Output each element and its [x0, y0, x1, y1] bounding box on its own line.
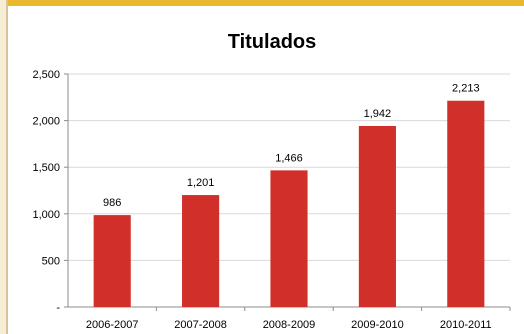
- top-accent-bar: [0, 0, 524, 6]
- x-tick-label: 2006-2007: [86, 319, 139, 331]
- y-tick-label: 1,000: [32, 209, 60, 221]
- y-tick-label: 2,000: [32, 116, 60, 128]
- y-tick-label: 2,500: [32, 69, 60, 81]
- chart-title: Titulados: [228, 31, 317, 53]
- bar-2007-2008: [182, 195, 220, 307]
- bar-2009-2010: [358, 126, 396, 307]
- x-axis-ticks: 2006-2007 2007-2008 2008-2009 2009-2010 2010…: [86, 319, 492, 331]
- data-label: 986: [103, 197, 121, 209]
- bar-2010-2011: [447, 100, 485, 307]
- y-axis-ticks: - 500 1,000 1,500 2,000 2,500: [32, 69, 60, 314]
- labels-layer: 986 1,201 1,466 1,942 2,213: [103, 83, 480, 209]
- left-border: [0, 0, 8, 334]
- data-label: 2,213: [452, 83, 480, 95]
- bars-layer: [93, 100, 485, 307]
- x-tick-label: 2009-2010: [351, 319, 404, 331]
- data-label: 1,201: [187, 177, 215, 189]
- x-tick-label: 2008-2009: [263, 319, 316, 331]
- x-tick-label: 2007-2008: [174, 319, 227, 331]
- bar-2006-2007: [93, 215, 131, 307]
- bar-2008-2009: [270, 170, 308, 307]
- y-tick-label: 1,500: [32, 162, 60, 174]
- y-tick-label: -: [56, 302, 60, 314]
- data-label: 1,942: [364, 108, 392, 120]
- y-tick-label: 500: [42, 255, 60, 267]
- data-label: 1,466: [275, 152, 303, 164]
- x-tick-label: 2010-2011: [440, 319, 492, 331]
